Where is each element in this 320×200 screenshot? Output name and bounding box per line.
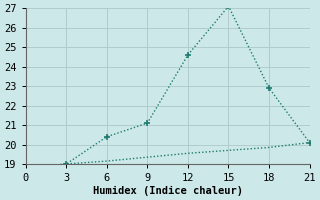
X-axis label: Humidex (Indice chaleur): Humidex (Indice chaleur) xyxy=(92,186,243,196)
